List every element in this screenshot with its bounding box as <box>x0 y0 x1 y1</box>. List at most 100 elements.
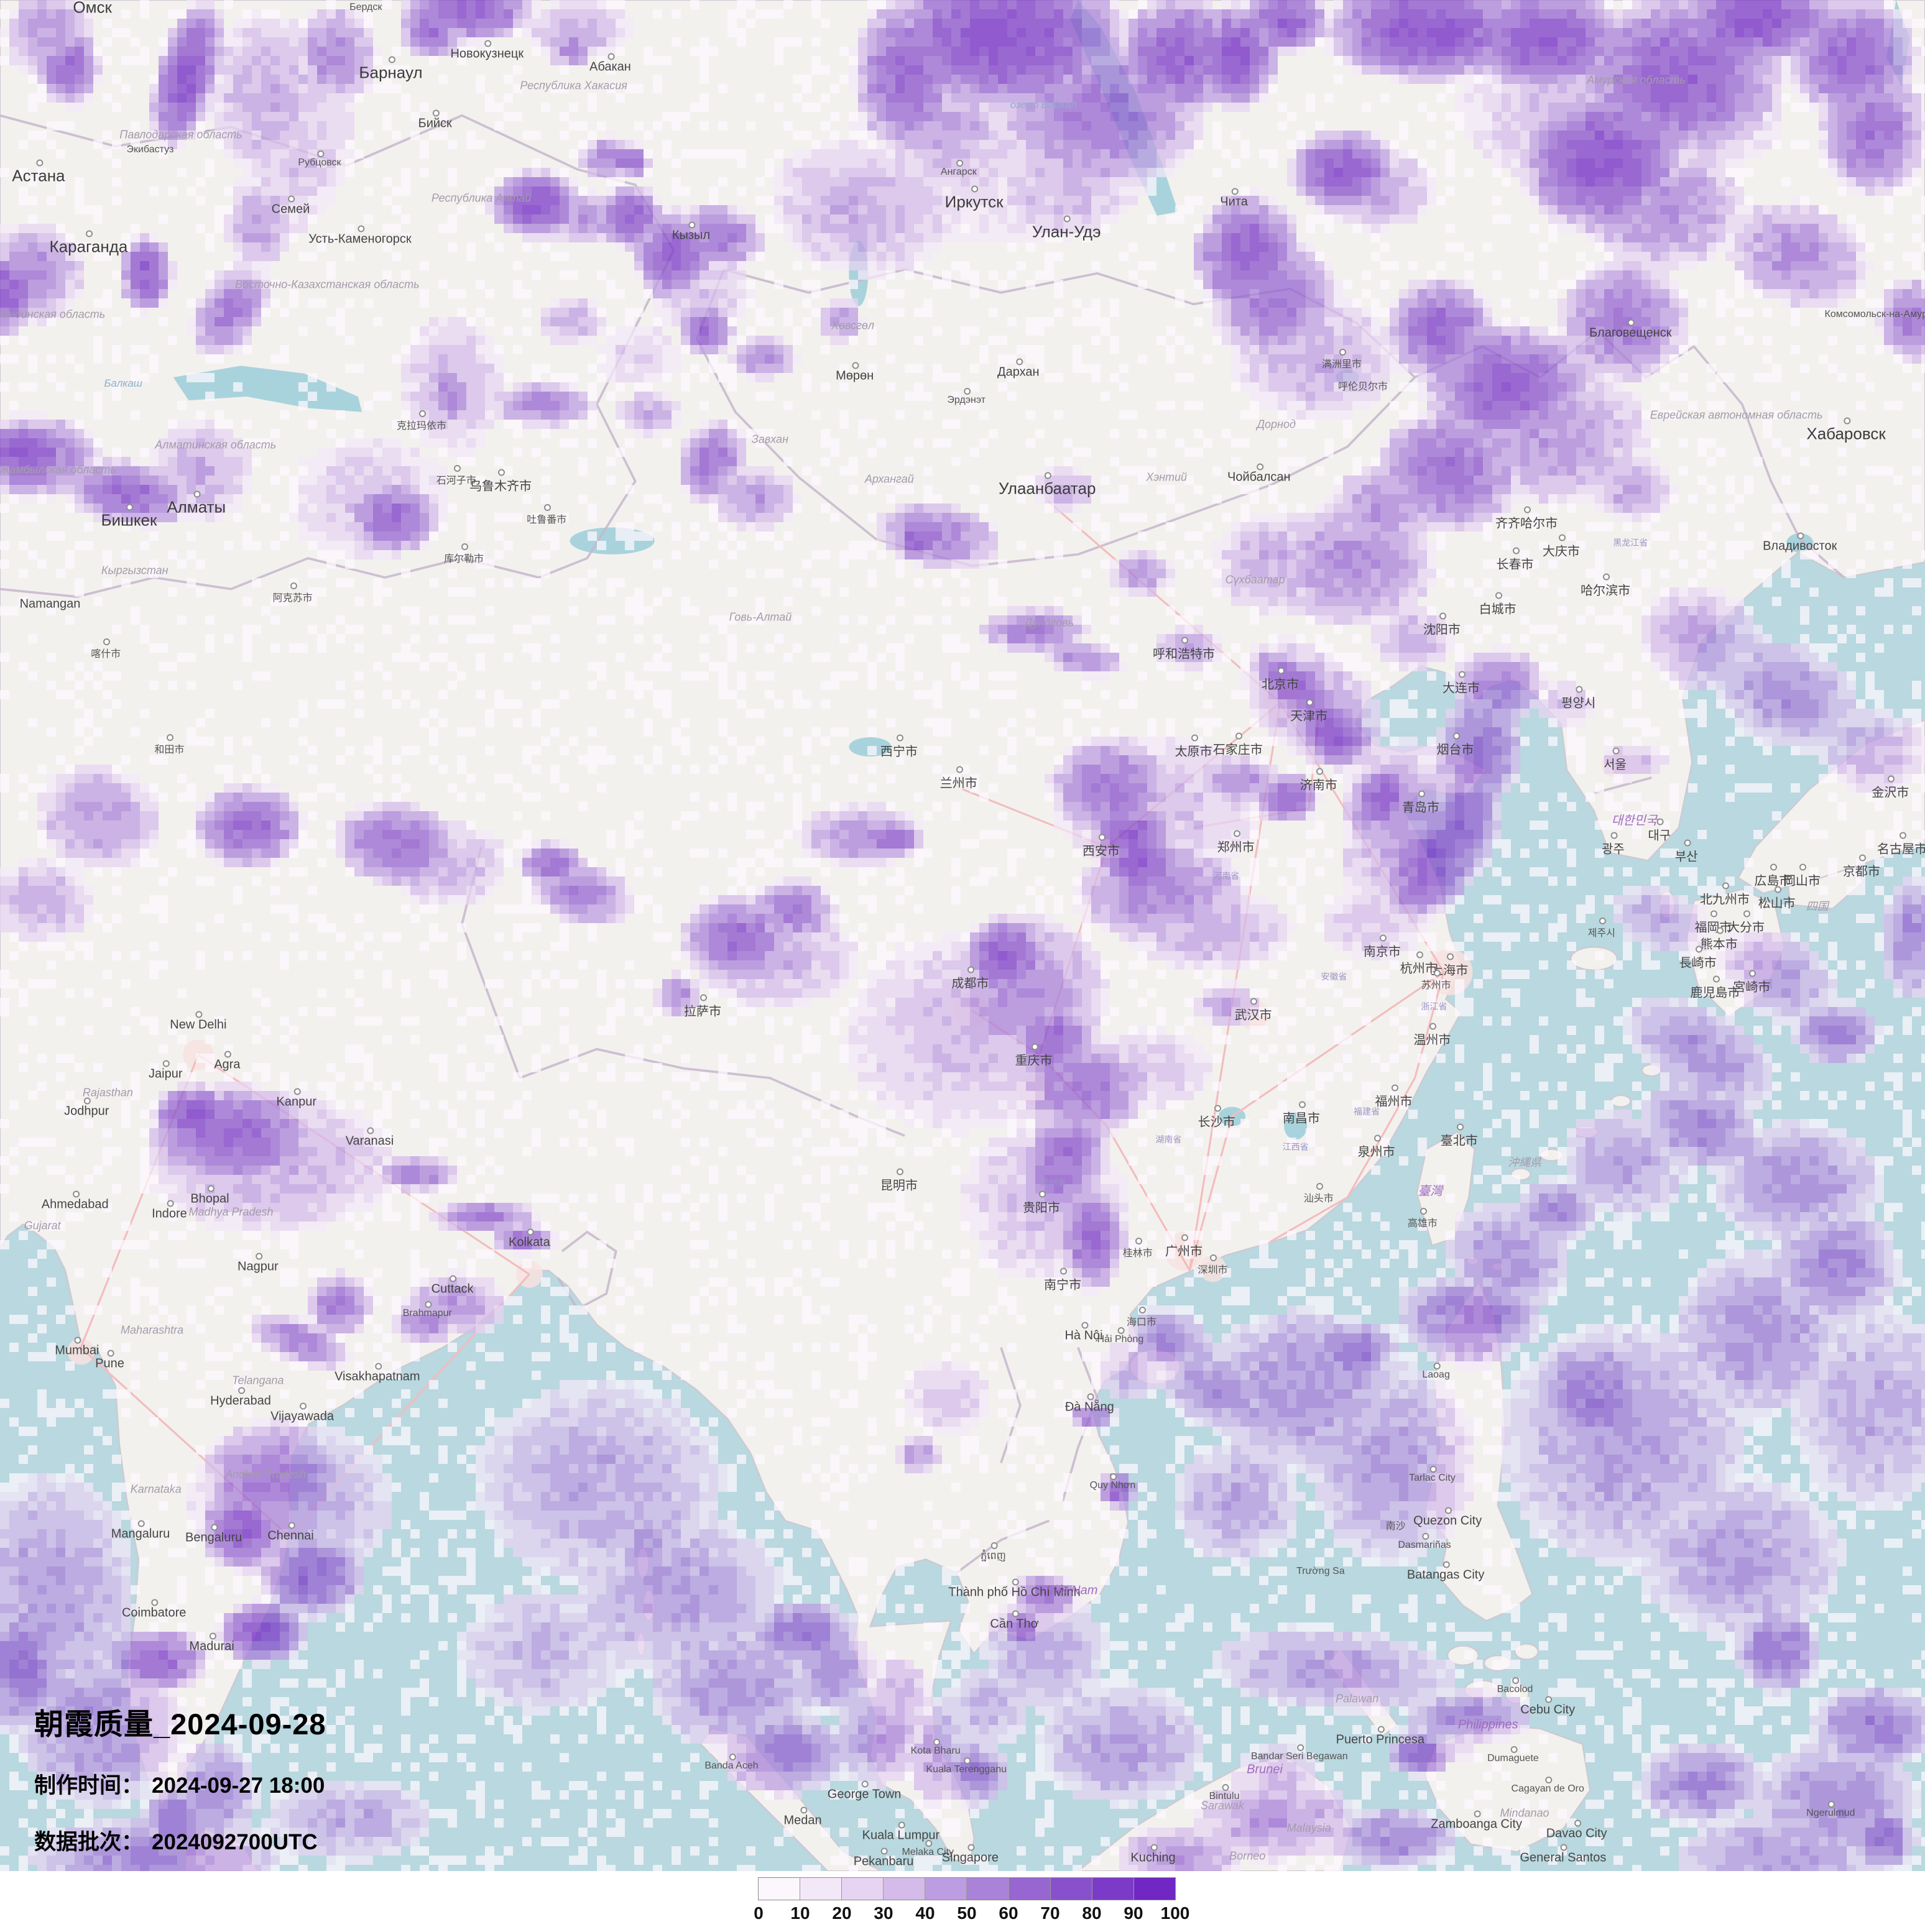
city-marker-icon <box>1684 839 1691 847</box>
legend-swatch <box>1092 1878 1134 1900</box>
map-label: Jaipur <box>149 1060 182 1081</box>
map-label: Thành phố Hồ Chí Minh <box>948 1578 1081 1599</box>
city-marker-icon <box>1603 573 1610 581</box>
map-label: Жамбылская область <box>0 463 116 476</box>
city-marker-icon <box>1150 1844 1158 1851</box>
city-marker-icon <box>1377 1726 1385 1733</box>
city-marker-icon <box>1012 1578 1019 1585</box>
city-marker-icon <box>1712 975 1720 983</box>
legend-ticks: 0 10 20 30 40 50 60 70 80 90 100 <box>0 1903 1925 1928</box>
map-canvas-area[interactable]: Омск Бердск Новокузнецк Барнаул Бийск Абакан Р… <box>0 0 1925 1871</box>
map-label: 长沙市 <box>1198 1105 1235 1129</box>
map-label: Hyderabad <box>210 1387 271 1409</box>
city-marker-icon <box>1064 215 1071 223</box>
map-label: 白城市 <box>1479 592 1516 617</box>
city-marker-icon <box>224 1051 232 1058</box>
map-label: 重庆市 <box>1015 1043 1053 1068</box>
map-label: Омск <box>73 0 112 17</box>
map-label: Karnataka <box>130 1483 182 1496</box>
map-label: Agra <box>214 1051 240 1072</box>
legend-colorbar <box>758 1877 1176 1900</box>
legend-swatch <box>884 1878 926 1900</box>
city-marker-icon <box>1844 417 1851 425</box>
city-marker-icon <box>290 582 297 590</box>
city-marker-icon <box>288 1522 295 1529</box>
city-marker-icon <box>74 1336 81 1344</box>
map-label: 福州市 <box>1375 1084 1413 1109</box>
map-label: George Town <box>828 1780 901 1801</box>
map-label: 安徽省 <box>1321 972 1347 982</box>
city-marker-icon <box>1888 775 1895 783</box>
city-marker-icon <box>1576 686 1583 693</box>
map-label: 石河子市 <box>436 464 476 487</box>
city-marker-icon <box>1510 1746 1518 1754</box>
legend-tick-label: 50 <box>957 1903 977 1923</box>
map-label: 沖縄県 <box>1508 1156 1542 1169</box>
map-label: Кыргызстан <box>101 564 168 577</box>
city-marker-icon <box>700 994 708 1001</box>
city-marker-icon <box>1447 953 1454 960</box>
city-marker-icon <box>956 159 963 167</box>
map-label: Đà Nẵng <box>1065 1393 1114 1414</box>
map-label: озеро Байкал <box>1010 98 1077 111</box>
map-label: ភ្នំពេញ <box>981 1542 1006 1564</box>
map-label: 上海市 <box>1431 953 1468 978</box>
batch-value: 2024092700UTC <box>152 1830 318 1854</box>
city-marker-icon <box>1138 1307 1146 1314</box>
city-marker-icon <box>1012 1610 1019 1617</box>
map-label: Banda Aceh <box>704 1754 759 1772</box>
map-label: Бишкек <box>101 504 157 530</box>
city-marker-icon <box>193 490 201 498</box>
map-label: Kota Bharu <box>911 1739 961 1757</box>
map-label: Владивосток <box>1763 532 1837 553</box>
city-marker-icon <box>288 195 295 203</box>
map-label: Quy Nhơn <box>1090 1473 1135 1491</box>
batch-row: 数据批次： 2024092700UTC <box>34 1824 326 1856</box>
map-label: 乌鲁木齐市 <box>469 469 532 494</box>
city-marker-icon <box>956 766 963 773</box>
map-label: Астана <box>12 159 65 185</box>
city-marker-icon <box>1656 818 1664 826</box>
city-marker-icon <box>151 1599 159 1606</box>
city-marker-icon <box>1899 832 1906 839</box>
city-marker-icon <box>1298 1101 1306 1108</box>
map-label: Алматинская область <box>155 438 277 451</box>
made-time-row: 制作时间： 2024-09-27 18:00 <box>34 1768 326 1800</box>
map-label: 满洲里市 <box>1322 348 1362 370</box>
legend-tick-label: 20 <box>832 1903 852 1923</box>
map-label: 臺北市 <box>1441 1123 1478 1149</box>
map-label: Kanpur <box>277 1088 316 1109</box>
city-marker-icon <box>1433 1363 1441 1370</box>
city-marker-icon <box>729 1754 736 1761</box>
city-marker-icon <box>1722 882 1730 890</box>
map-label: Завхан <box>751 433 788 446</box>
city-marker-icon <box>1524 506 1531 513</box>
map-label: Хабаровск <box>1806 417 1886 444</box>
map-label: Еврейская автономная область <box>1650 408 1823 421</box>
city-marker-icon <box>1045 472 1052 479</box>
map-label: Nagpur <box>238 1253 279 1274</box>
city-marker-icon <box>800 1806 808 1814</box>
city-marker-icon <box>896 1168 903 1175</box>
map-label: Cần Thơ <box>990 1610 1039 1631</box>
legend-swatch <box>1133 1878 1175 1900</box>
city-marker-icon <box>1110 1473 1117 1480</box>
city-marker-icon <box>450 1275 457 1282</box>
legend-swatch <box>800 1878 842 1900</box>
legend-tick-label: 10 <box>790 1903 810 1923</box>
city-marker-icon <box>1296 1744 1304 1752</box>
map-label: Иркутск <box>945 185 1003 212</box>
map-label: 西安市 <box>1083 834 1120 858</box>
map-label: Комсомольск-на-Амуре <box>1824 308 1925 320</box>
map-label: Bintulu <box>1209 1783 1240 1802</box>
quality-overlay-raster <box>0 0 1925 1871</box>
city-marker-icon <box>1250 998 1258 1005</box>
legend-tick-label: 60 <box>999 1903 1018 1923</box>
city-marker-icon <box>1474 1810 1481 1818</box>
city-marker-icon <box>1081 1322 1089 1329</box>
map-label: Rajasthan <box>82 1086 133 1099</box>
city-marker-icon <box>862 1780 869 1788</box>
map-label: Улан-Удэ <box>1032 215 1101 242</box>
map-label: Семей <box>272 195 310 217</box>
